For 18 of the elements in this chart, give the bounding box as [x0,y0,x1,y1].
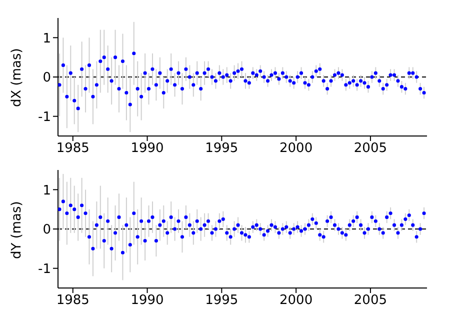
y-tick-label: -1 [38,110,51,125]
y-axis-title: dY (mas) [10,201,25,259]
x-tick-label: 2005 [354,141,388,156]
y-tick-label: 1 [42,183,51,198]
x-tick-label: 2005 [354,293,388,308]
y-tick-label: -1 [38,262,51,277]
x-tick-label: 1985 [56,293,90,308]
x-tick-label: 2000 [280,293,313,308]
x-tick-label: 2000 [280,141,313,156]
x-tick-label: 1995 [205,141,238,156]
x-tick-label: 1990 [130,141,164,156]
x-tick-label: 1985 [56,141,90,156]
x-tick-label: 1995 [205,293,238,308]
x-tick-label: 1990 [130,293,164,308]
y-tick-label: 0 [42,70,51,86]
y-tick-label: 1 [42,31,51,46]
y-axis-title: dX (mas) [10,48,25,107]
y-tick-label: 0 [42,222,51,238]
